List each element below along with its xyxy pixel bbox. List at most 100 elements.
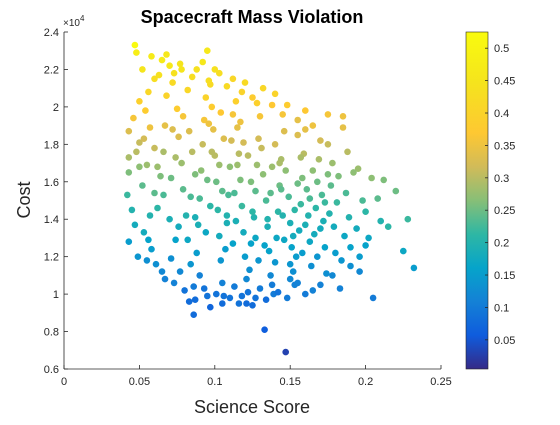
scatter-point [231, 283, 238, 290]
scatter-point [187, 193, 194, 201]
scatter-point [234, 124, 241, 131]
scatter-point [362, 208, 369, 215]
colorbar [465, 31, 489, 370]
scatter-point [139, 182, 146, 189]
scatter-point [327, 182, 335, 189]
scatter-point [124, 191, 131, 199]
scatter-point [130, 114, 137, 122]
scatter-point [134, 253, 142, 260]
scatter-point [258, 144, 265, 152]
scatter-point [151, 189, 158, 197]
scatter-point [229, 240, 237, 247]
scatter-point [181, 287, 188, 294]
scatter-point [210, 126, 217, 133]
scatter-point [336, 285, 344, 292]
scatter-point [280, 127, 288, 135]
scatter-point [220, 292, 228, 300]
scatter-point [274, 288, 282, 296]
scatter-point [222, 245, 229, 253]
scatter-point [324, 141, 332, 148]
scatter-point [243, 300, 250, 307]
scatter-point [267, 272, 274, 279]
scatter-point [191, 214, 199, 221]
scatter-point [268, 101, 276, 109]
scatter-point [161, 122, 169, 129]
scatter-point [400, 247, 407, 255]
scatter-point [342, 189, 350, 197]
scatter-point [282, 348, 290, 356]
scatter-point [225, 191, 232, 199]
scatter-point [191, 171, 199, 178]
scatter-point [145, 88, 152, 96]
scatter-point [261, 242, 268, 249]
scatter-point [264, 215, 271, 223]
scatter-point [392, 187, 400, 195]
scatter-point [344, 148, 351, 156]
scatter-point [155, 71, 163, 79]
y-tick-label: 2 [53, 102, 59, 114]
scatter-point [125, 154, 133, 161]
scatter-point [365, 234, 372, 242]
scatter-point [146, 212, 154, 219]
scatter-point [289, 232, 297, 240]
colorbar-tick-label: 0.35 [494, 140, 515, 152]
y-tick-label: 2.2 [44, 64, 59, 76]
scatter-point [133, 148, 140, 156]
scatter-point [347, 244, 354, 251]
scatter-point [271, 90, 279, 98]
scatter-point [274, 208, 282, 215]
scatter-point [194, 221, 202, 229]
scatter-point [323, 270, 330, 277]
plot-area [64, 32, 441, 369]
y-tick-label: 0.8 [44, 327, 59, 339]
scatter-point [279, 111, 287, 118]
scatter-point [326, 210, 333, 217]
scatter-point [306, 238, 314, 245]
scatter-point [131, 41, 139, 49]
scatter-point [262, 296, 270, 304]
scatter-point [294, 279, 302, 287]
scatter-point [262, 197, 270, 204]
scatter-point [252, 294, 259, 302]
scatter-point [208, 148, 216, 156]
scatter-point [158, 56, 166, 64]
scatter-point [302, 107, 309, 114]
scatter-point [309, 122, 317, 129]
scatter-point [188, 148, 196, 156]
scatter-point [311, 230, 318, 238]
points-layer [124, 41, 418, 356]
scatter-point [356, 253, 363, 260]
scatter-point [166, 215, 173, 223]
axes-background [64, 32, 441, 369]
scatter-point [133, 49, 140, 56]
scatter-point [243, 275, 250, 283]
scatter-point [237, 176, 244, 184]
scatter-point [291, 206, 299, 214]
scatter-point [359, 197, 366, 204]
scatter-point [347, 262, 354, 270]
scatter-point [154, 163, 161, 171]
scatter-point [223, 219, 231, 227]
scatter-point [160, 191, 167, 199]
scatter-point [219, 279, 226, 287]
colorbar-ticks: 0.05 0.1 0.15 0.2 0.25 0.3 0.35 0.4 0.45 0.5 [485, 43, 515, 347]
scatter-point [193, 66, 200, 73]
scatter-point [312, 204, 320, 212]
scatter-point [190, 311, 197, 319]
colorbar-tick-label: 0.05 [494, 335, 515, 347]
scatter-point [285, 193, 293, 201]
scatter-point [353, 225, 360, 232]
scatter-point [179, 186, 187, 193]
colorbar-tick-label: 0.3 [494, 173, 509, 185]
x-tick-label: 0.25 [430, 376, 451, 388]
scatter-point [288, 244, 296, 251]
scatter-point [216, 232, 223, 240]
scatter-point [273, 234, 280, 242]
scatter-point [309, 167, 317, 174]
scatter-point [264, 223, 271, 230]
scatter-point [332, 249, 339, 257]
scatter-point [234, 161, 241, 169]
scatter-point [259, 171, 267, 178]
scatter-point [151, 75, 158, 83]
